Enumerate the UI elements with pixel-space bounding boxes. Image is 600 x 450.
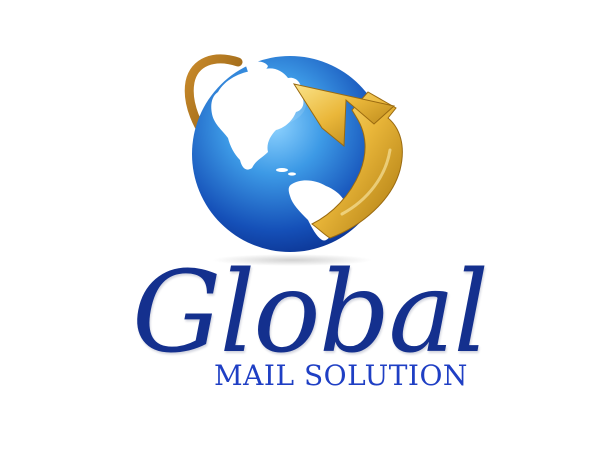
arrow-body (311, 91, 403, 239)
arrow-head (292, 83, 396, 148)
continent-north-america (211, 68, 304, 170)
brand-tagline: MAIL SOLUTION (214, 359, 468, 392)
orbit-arrow-icon (292, 83, 403, 239)
continent-greenland (246, 61, 268, 73)
brand-name: Global (132, 248, 489, 378)
